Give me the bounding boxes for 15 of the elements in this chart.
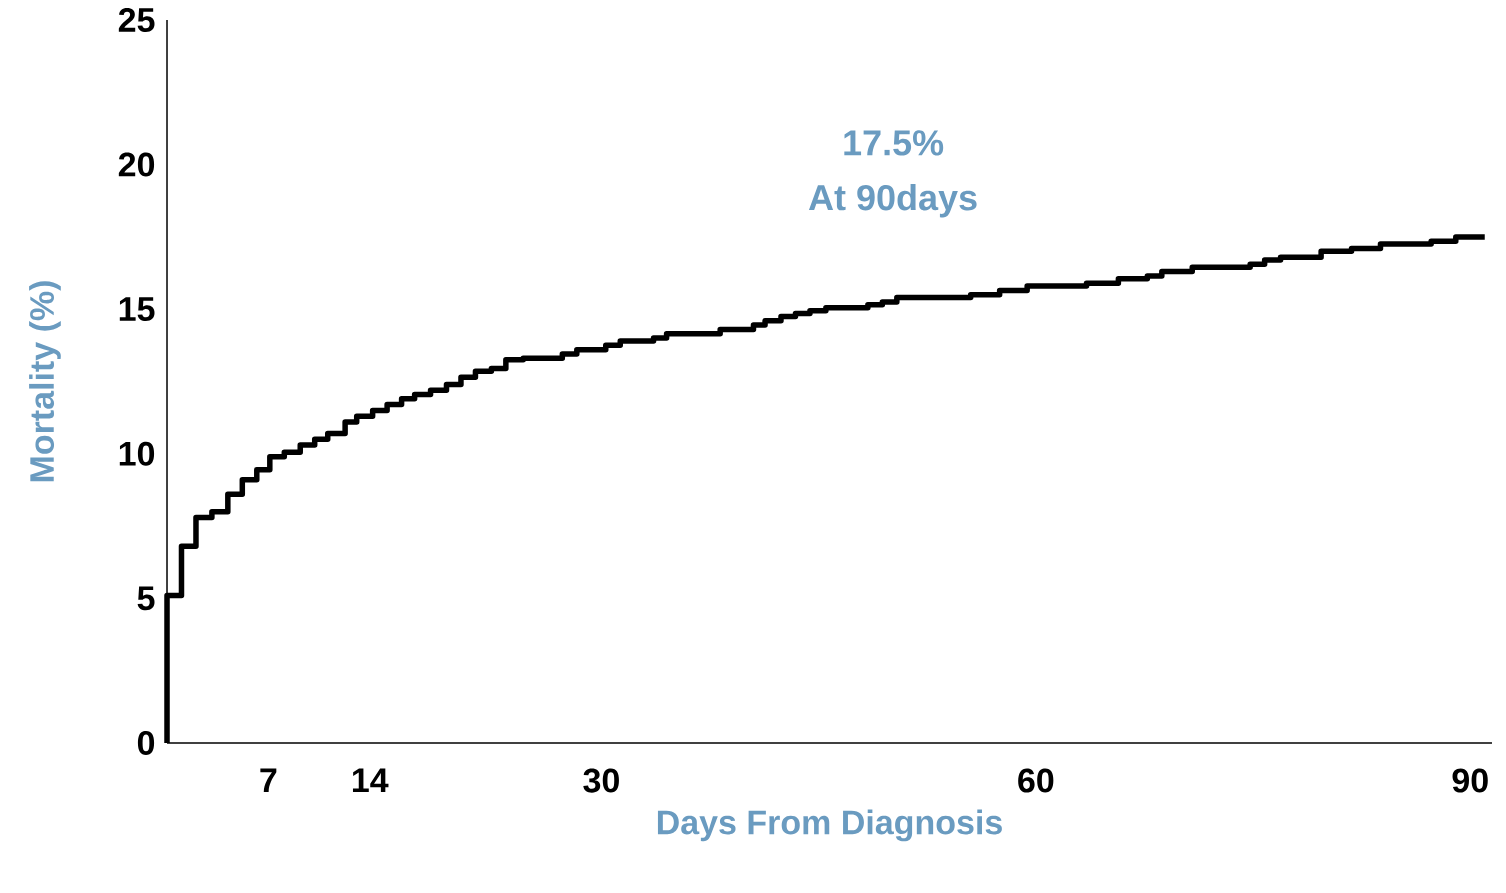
x-tick-label: 7 — [260, 768, 277, 792]
x-tick-label: 90 — [1452, 768, 1488, 793]
x-tick-label: 60 — [1018, 768, 1054, 793]
annotation: 17.5% — [844, 130, 944, 156]
annotation: At 90days — [808, 183, 977, 218]
y-axis-title: Mortality (%) — [29, 281, 61, 482]
y-tick-label: 25 — [118, 7, 155, 33]
y-tick-label: 0 — [137, 730, 155, 756]
y-tick-label: 10 — [119, 441, 155, 466]
x-axis-title: Days From Diagnosis — [657, 809, 1002, 842]
x-tick-label: 30 — [583, 768, 619, 793]
y-tick-label: 5 — [137, 586, 155, 611]
y-tick-label: 20 — [118, 152, 155, 177]
y-tick-label: 15 — [119, 297, 155, 322]
x-tick-label: 14 — [352, 768, 389, 792]
